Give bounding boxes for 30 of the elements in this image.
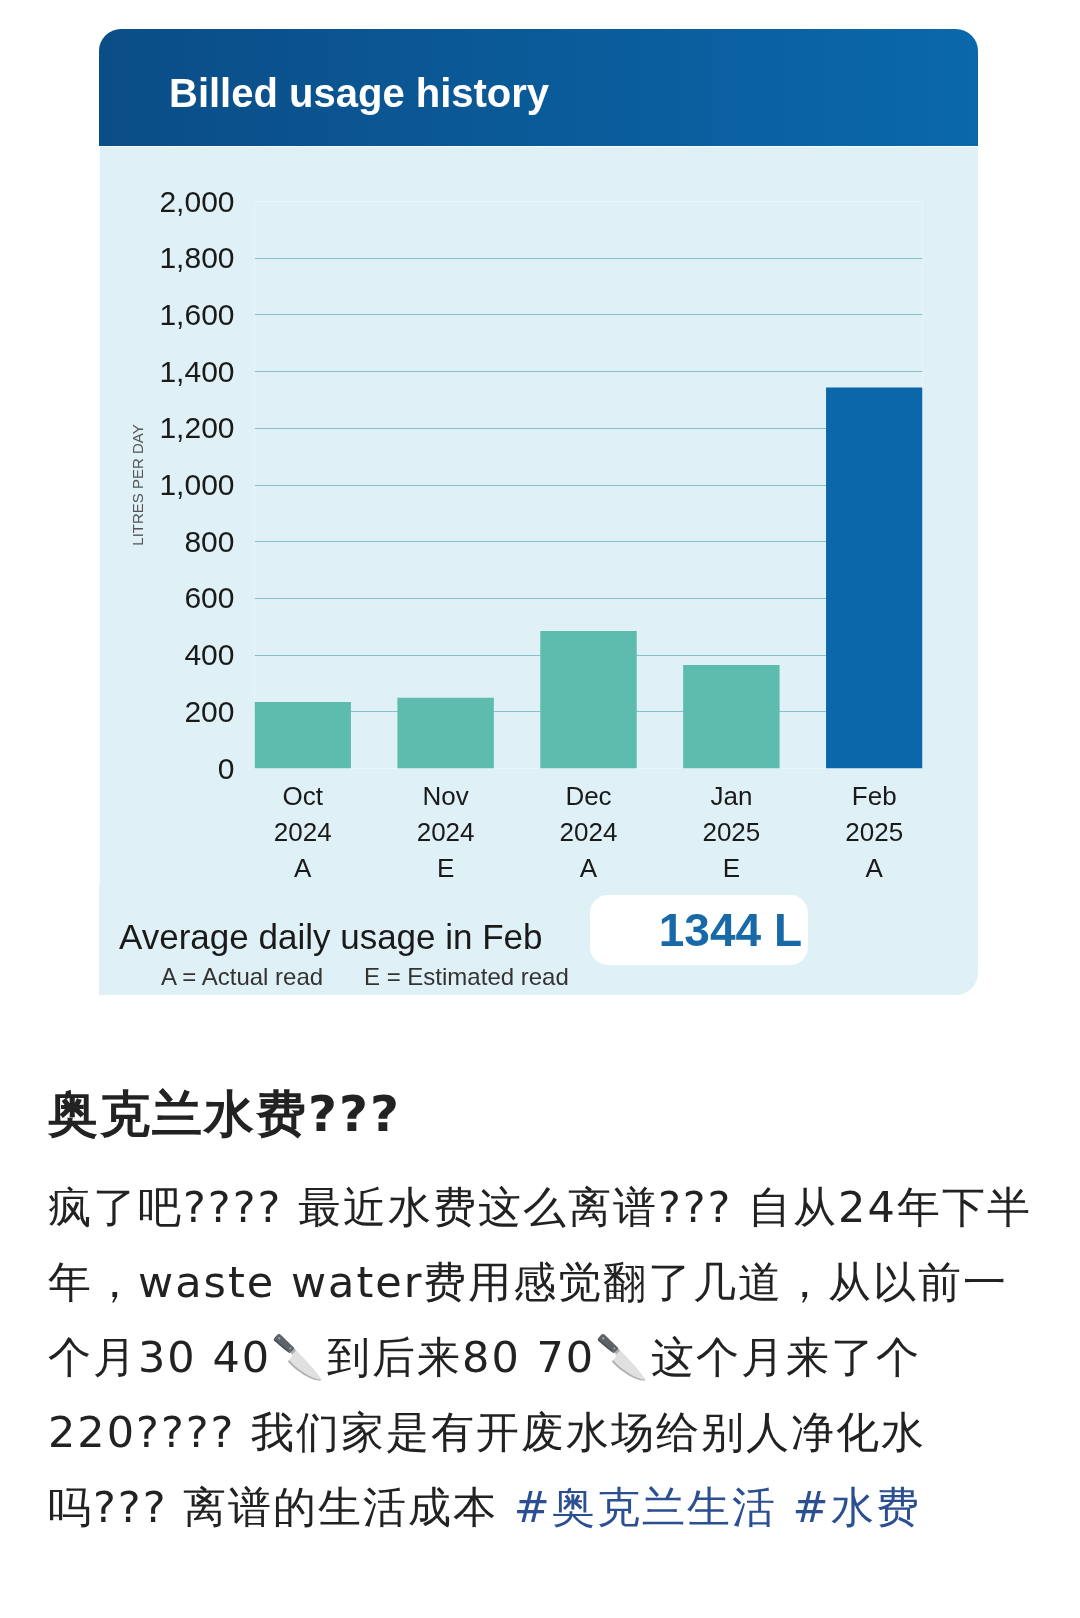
text: Average daily usage in Feb xyxy=(119,916,543,958)
bar xyxy=(254,701,351,769)
y-tick-label: 1,200 xyxy=(159,411,235,445)
y-tick-label: 200 xyxy=(184,694,235,728)
y-tick-label: 1,000 xyxy=(159,468,235,501)
y-axis-title: LITRES PER DAY xyxy=(129,424,147,546)
x-tick-label: Feb 2025 A xyxy=(845,780,904,883)
text: 奥克兰水费??? xyxy=(48,1084,402,1144)
x-tick-label: Oct 2024 A xyxy=(273,780,332,883)
text: A = Actual read xyxy=(161,963,324,991)
bar xyxy=(397,697,494,769)
y-tick-label: 1,600 xyxy=(159,297,235,331)
bar xyxy=(826,387,923,769)
y-tick-label: 2,000 xyxy=(159,184,235,218)
x-tick-label: Dec 2024 A xyxy=(559,780,618,883)
y-tick-label: 600 xyxy=(184,581,235,615)
text: #奥克兰生活 xyxy=(513,1482,777,1532)
text: 1344 L xyxy=(590,895,808,965)
y-tick-label: 800 xyxy=(184,524,235,558)
chart-title: Billed usage history xyxy=(99,29,978,146)
y-tick-label: 1,800 xyxy=(159,241,235,275)
text: E = Estimated read xyxy=(364,963,569,991)
y-tick-label: 1,400 xyxy=(159,354,235,388)
bar xyxy=(683,665,780,769)
y-tick-label: 0 xyxy=(217,751,235,785)
x-tick-label: Jan 2025 E xyxy=(702,780,761,883)
x-tick-label: Nov 2024 E xyxy=(416,780,475,883)
bar xyxy=(540,631,637,769)
y-tick-label: 400 xyxy=(184,638,235,672)
text: #水费 xyxy=(792,1482,921,1532)
